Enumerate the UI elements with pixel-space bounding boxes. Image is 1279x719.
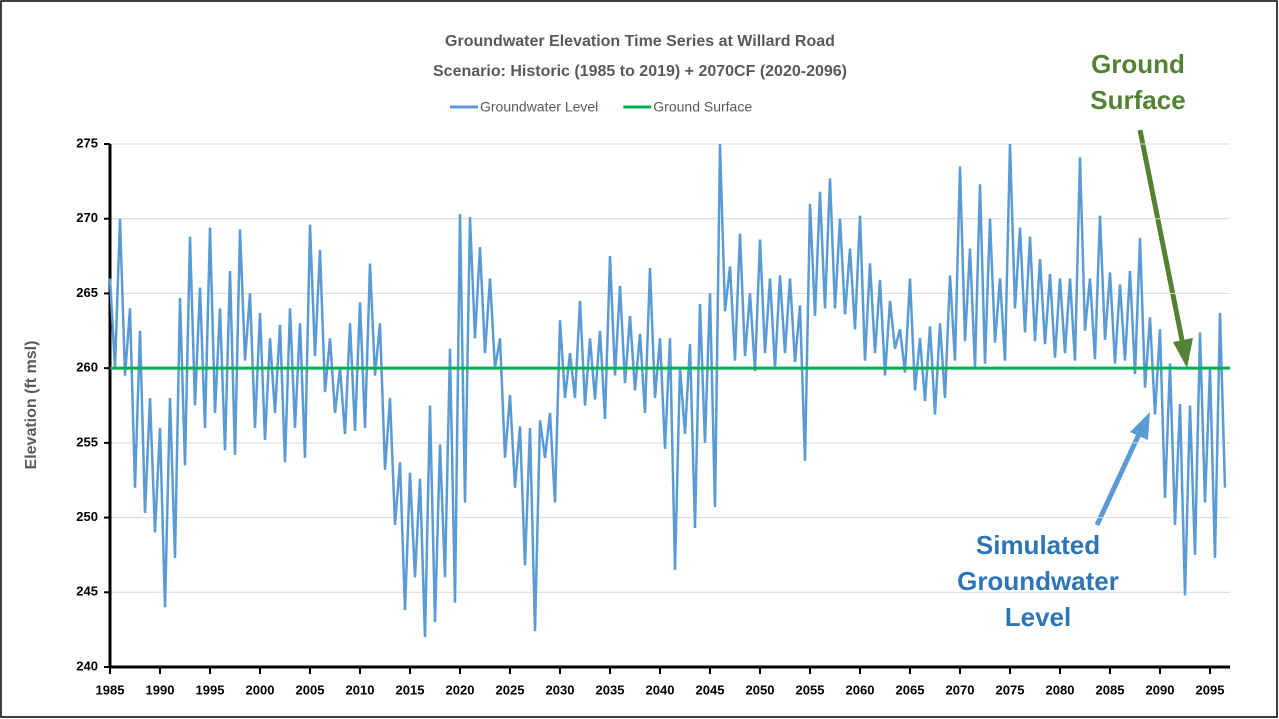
annotation: Simulated — [976, 530, 1100, 560]
x-tick-label: 2050 — [746, 682, 775, 697]
y-axis-label: Elevation (ft msl) — [23, 341, 40, 470]
annotation: Surface — [1090, 85, 1185, 115]
x-tick-label: 2005 — [296, 682, 325, 697]
y-tick-label: 255 — [76, 434, 98, 449]
chart-title: Groundwater Elevation Time Series at Wil… — [445, 33, 835, 50]
legend-label: Ground Surface — [653, 99, 752, 115]
legend-label: Groundwater Level — [480, 99, 598, 115]
arrow — [1094, 430, 1143, 527]
arrow — [1137, 129, 1186, 346]
y-tick-label: 260 — [76, 360, 98, 375]
x-tick-label: 2020 — [446, 682, 475, 697]
x-tick-label: 2040 — [646, 682, 675, 697]
y-tick-label: 250 — [76, 509, 98, 524]
y-tick-label: 245 — [76, 584, 98, 599]
y-tick-label: 240 — [76, 658, 98, 673]
x-tick-label: 2045 — [696, 682, 725, 697]
x-tick-label: 2060 — [846, 682, 875, 697]
x-tick-label: 2075 — [996, 682, 1025, 697]
x-tick-label: 2080 — [1046, 682, 1075, 697]
x-tick-label: 2000 — [246, 682, 275, 697]
y-tick-label: 265 — [76, 285, 98, 300]
x-tick-label: 2025 — [496, 682, 525, 697]
y-tick-label: 270 — [76, 210, 98, 225]
x-tick-label: 2010 — [346, 682, 375, 697]
x-tick-label: 2095 — [1196, 682, 1225, 697]
x-tick-label: 2035 — [596, 682, 625, 697]
arrowhead — [1173, 338, 1193, 368]
x-tick-label: 2055 — [796, 682, 825, 697]
y-tick-label: 275 — [76, 135, 98, 150]
x-tick-label: 2065 — [896, 682, 925, 697]
annotation: Level — [1005, 602, 1072, 632]
x-tick-label: 2030 — [546, 682, 575, 697]
series-line — [108, 143, 1227, 638]
arrowhead — [1130, 412, 1150, 440]
annotation: Groundwater — [957, 566, 1119, 596]
chart-subtitle: Scenario: Historic (1985 to 2019) + 2070… — [433, 63, 847, 80]
annotation: Ground — [1091, 49, 1185, 79]
x-tick-label: 2090 — [1146, 682, 1175, 697]
x-tick-label: 1995 — [196, 682, 225, 697]
x-tick-label: 2015 — [396, 682, 425, 697]
x-tick-label: 1990 — [146, 682, 175, 697]
x-tick-label: 2085 — [1096, 682, 1125, 697]
x-tick-label: 1985 — [96, 682, 125, 697]
x-tick-label: 2070 — [946, 682, 975, 697]
